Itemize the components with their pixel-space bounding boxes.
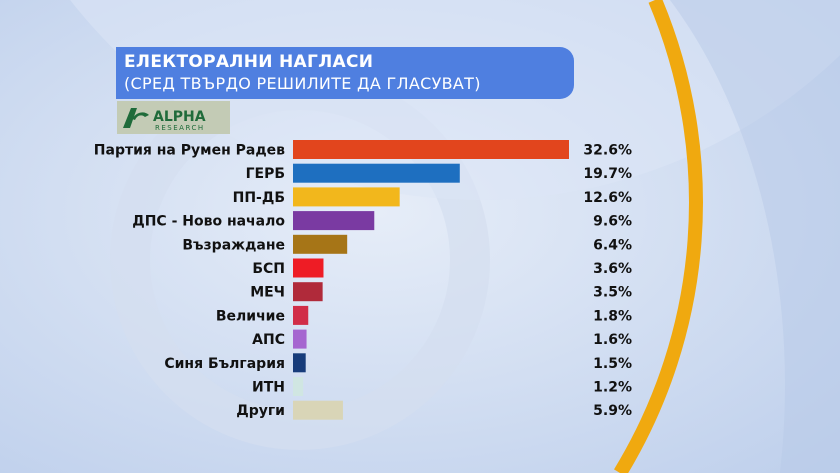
bar	[293, 163, 460, 183]
value-label: 1.5%	[593, 356, 632, 372]
bar	[293, 305, 309, 325]
bar	[293, 258, 324, 278]
category-label: ИТН	[252, 380, 285, 396]
bar	[293, 329, 307, 349]
category-label: БСП	[252, 261, 285, 277]
chart-subtitle: (СРЕД ТВЪРДО РЕШИЛИТЕ ДА ГЛАСУВАТ)	[124, 74, 481, 93]
alpha-research-logo: ALPHA RESEARCH	[117, 101, 230, 134]
bar	[293, 211, 375, 231]
logo-sub-text: RESEARCH	[155, 124, 205, 132]
category-label: АПС	[252, 332, 285, 348]
category-label: Други	[236, 403, 285, 419]
value-label: 1.2%	[593, 380, 632, 396]
value-label: 3.5%	[593, 285, 632, 301]
bar	[293, 377, 304, 396]
value-label: 5.9%	[593, 403, 632, 419]
value-label: 32.6%	[583, 143, 632, 159]
category-label: МЕЧ	[250, 285, 285, 301]
bar	[293, 140, 569, 159]
value-label: 19.7%	[583, 166, 632, 182]
value-label: 6.4%	[593, 237, 632, 253]
category-label: Синя България	[164, 356, 285, 372]
category-label: ПП-ДБ	[233, 190, 285, 206]
value-label: 1.6%	[593, 332, 632, 348]
bar	[293, 234, 348, 254]
category-label: ДПС - Ново начало	[132, 214, 285, 230]
chart-title: ЕЛЕКТОРАЛНИ НАГЛАСИ	[124, 52, 374, 72]
value-label: 3.6%	[593, 261, 632, 277]
bar	[293, 353, 306, 373]
bar	[293, 282, 323, 302]
category-label: Величие	[216, 308, 285, 324]
category-label: ГЕРБ	[246, 166, 285, 182]
value-label: 9.6%	[593, 214, 632, 230]
bar	[293, 187, 400, 207]
category-label: Възраждане	[182, 237, 285, 253]
alpha-logo-icon: ALPHA RESEARCH	[123, 108, 206, 132]
logo-brand-text: ALPHA	[153, 109, 206, 125]
chart-title-box: ЕЛЕКТОРАЛНИ НАГЛАСИ (СРЕД ТВЪРДО РЕШИЛИТ…	[116, 47, 574, 99]
value-label: 12.6%	[583, 190, 632, 206]
value-label: 1.8%	[593, 308, 632, 324]
bar	[293, 400, 343, 420]
category-label: Партия на Румен Радев	[94, 143, 285, 159]
